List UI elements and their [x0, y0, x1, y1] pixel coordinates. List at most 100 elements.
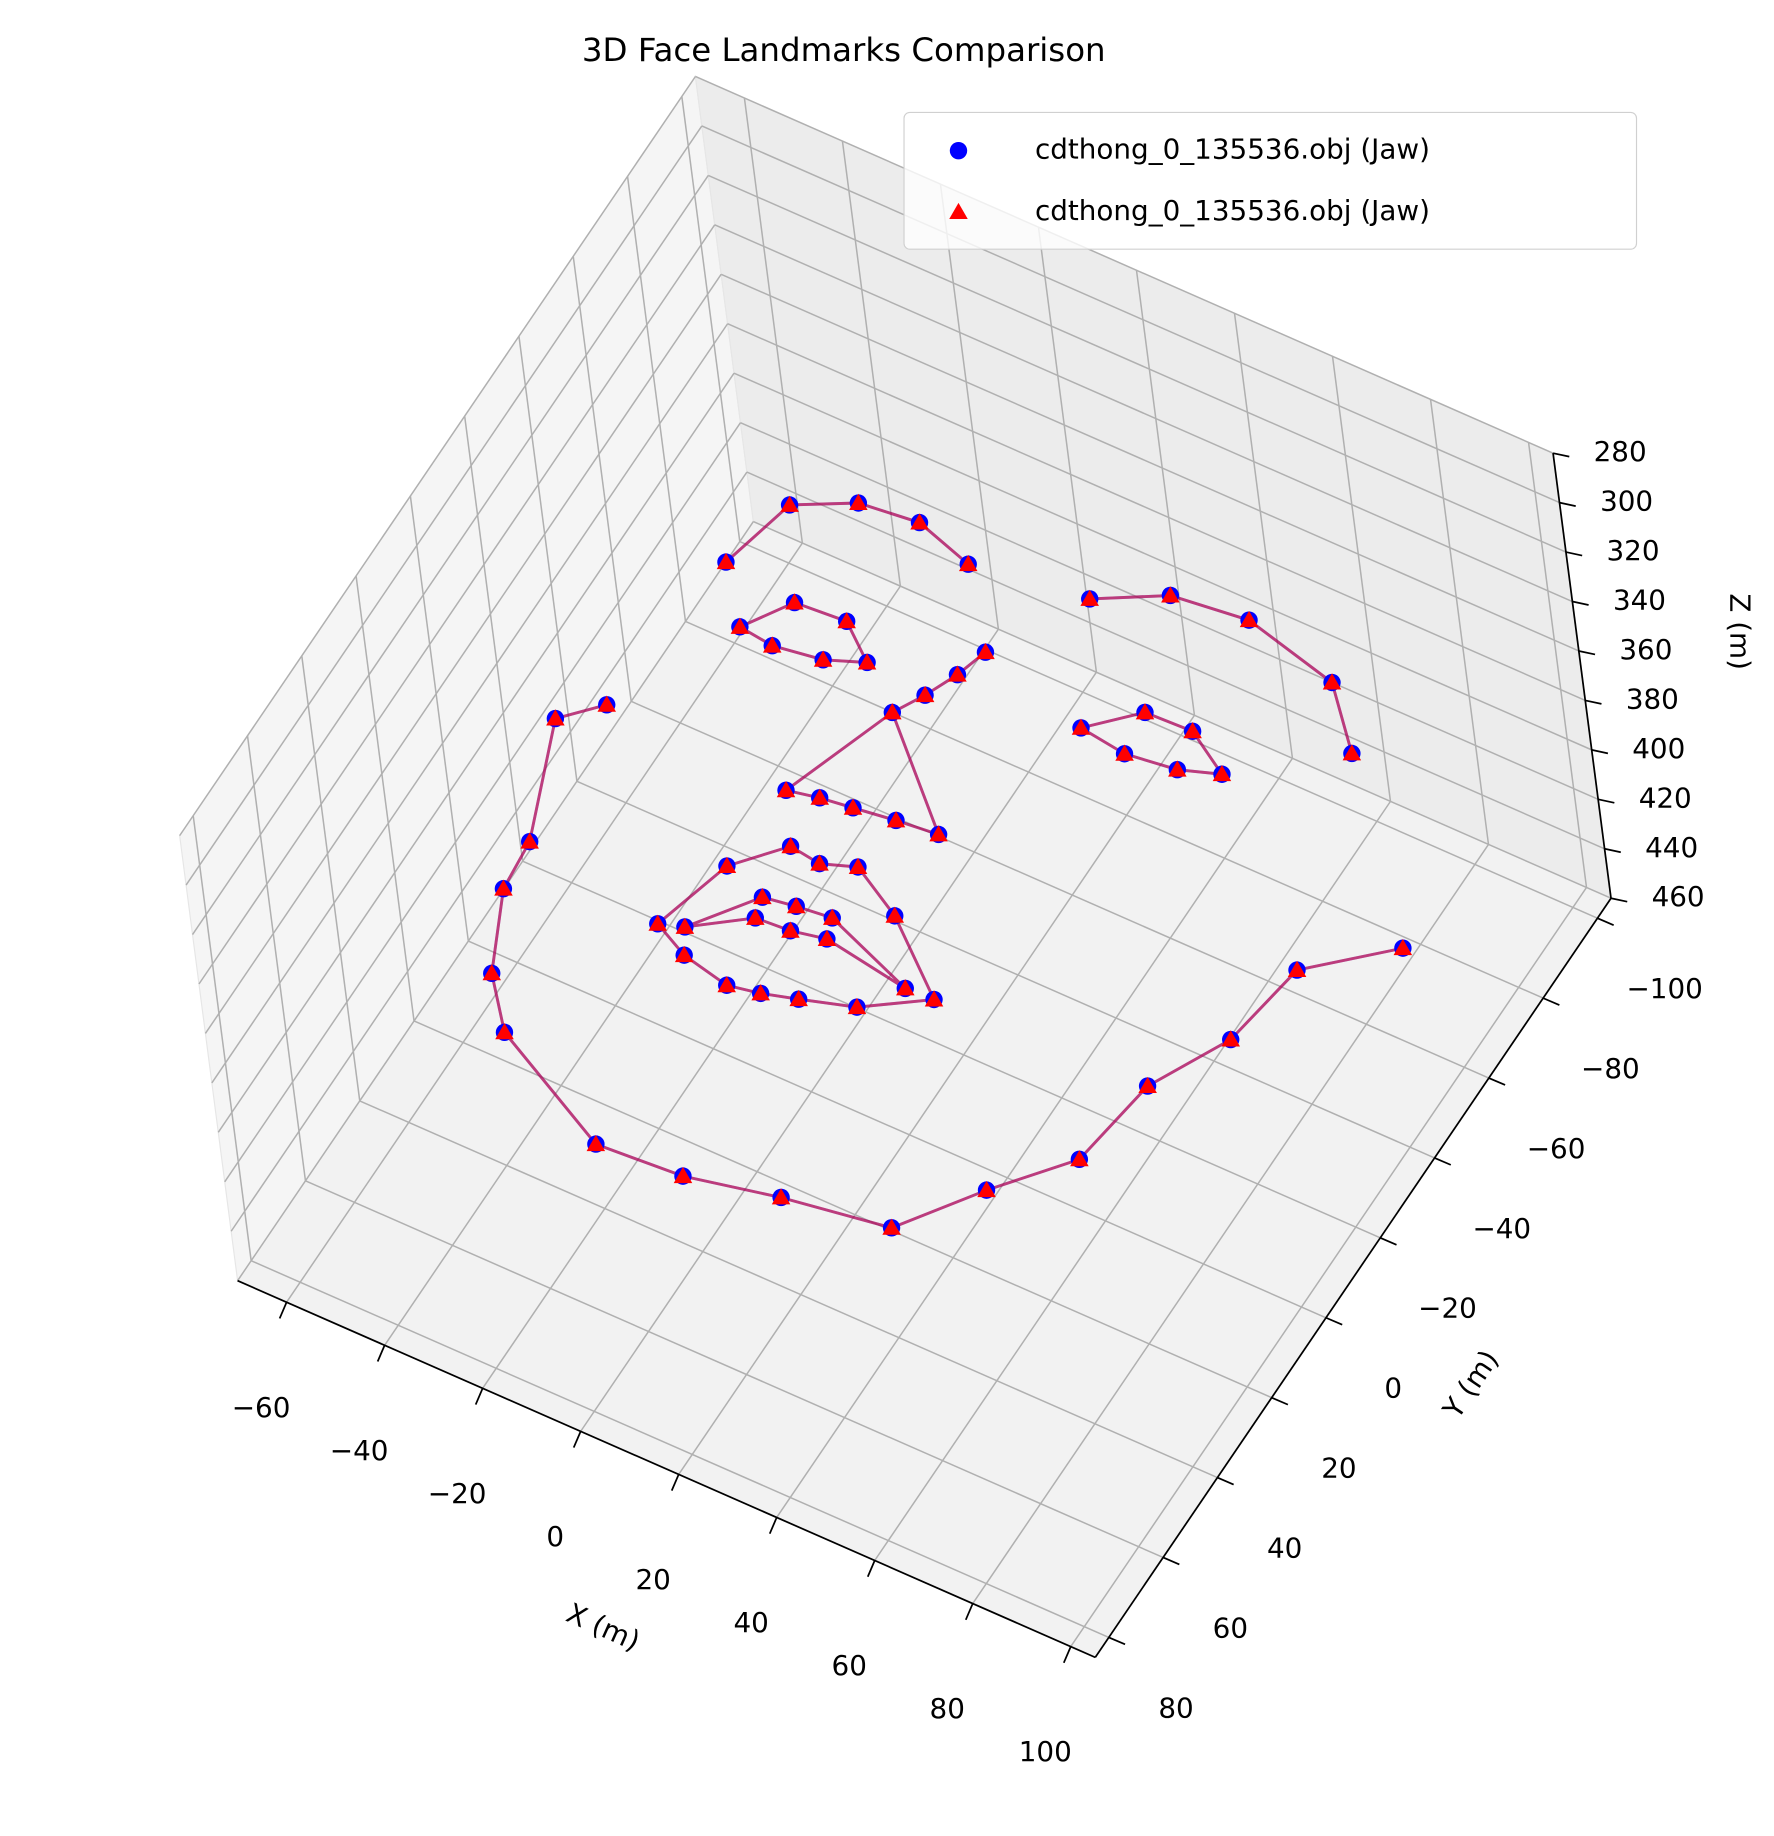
tick-mark [1108, 1636, 1126, 1646]
grid-line [681, 96, 741, 542]
grid-line [678, 714, 1196, 1475]
marker [751, 984, 770, 1001]
grid-line [630, 700, 1490, 1079]
connection-line [782, 651, 987, 837]
tick-mark [1488, 1077, 1506, 1086]
tick-label: −80 [1581, 1052, 1640, 1085]
legend: cdthong_0_135536.obj (Jaw) cdthong_0_1355… [903, 111, 1638, 250]
grid-line [572, 256, 632, 702]
y-axis-label: Y (m) [1436, 1344, 1506, 1425]
marker [762, 636, 782, 653]
tick-mark [1572, 600, 1589, 606]
tick-label: −20 [428, 1477, 487, 1510]
marker [674, 945, 694, 963]
grid-line [580, 671, 1098, 1432]
grid-line [359, 1100, 1218, 1479]
grid-line [701, 125, 1560, 504]
connection-line [490, 703, 1404, 1230]
tick-label: 20 [1321, 1452, 1356, 1485]
marker [896, 979, 915, 996]
marker [813, 650, 833, 667]
axis-line [237, 1279, 1096, 1659]
grid-line [355, 575, 415, 1022]
grid-line [191, 174, 709, 935]
grid-line [482, 628, 1000, 1389]
grid-line [776, 757, 1294, 1518]
marker [843, 798, 863, 815]
marker [929, 825, 948, 842]
marker [495, 1023, 514, 1040]
tick-mark [1542, 997, 1560, 1006]
marker [848, 857, 868, 875]
marker [776, 781, 796, 798]
tick-mark [1559, 501, 1576, 507]
grid-line [285, 542, 803, 1303]
grid-line [250, 1260, 1110, 1639]
tick-mark [670, 1474, 680, 1491]
marker [915, 685, 935, 703]
marker [746, 908, 765, 925]
tick-label: 40 [1267, 1531, 1302, 1564]
axis-line [1094, 897, 1612, 1658]
marker [716, 552, 736, 570]
tick-label: −100 [1626, 972, 1702, 1005]
marker [781, 921, 800, 938]
tick-mark [376, 1344, 386, 1362]
marker [837, 612, 856, 629]
tick-mark [1271, 1396, 1289, 1406]
grid-line [463, 416, 524, 862]
marker [780, 495, 799, 512]
marker [958, 554, 978, 572]
grid-line [626, 176, 687, 622]
tick-mark [1379, 1237, 1397, 1246]
grid-line [753, 520, 1612, 899]
tick-mark [1604, 847, 1621, 854]
tick-label: −20 [1418, 1292, 1477, 1325]
grid-line [236, 521, 754, 1282]
grid-line [1135, 270, 1196, 716]
legend-label: cdthong_0_135536.obj (Jaw) [1035, 194, 1430, 227]
marker [520, 832, 539, 849]
tick-label: 40 [734, 1606, 769, 1639]
marker [1342, 744, 1362, 761]
tick-mark [866, 1560, 876, 1578]
grid-line [185, 125, 703, 886]
grid-line [246, 735, 307, 1181]
tick-mark [572, 1431, 582, 1448]
tick-label: 20 [635, 1563, 670, 1596]
grid-line [727, 323, 1586, 702]
marker [717, 856, 737, 873]
grid-line [1331, 356, 1392, 802]
grid-line [740, 421, 1599, 801]
tick-mark [768, 1517, 778, 1535]
tick-mark [1434, 1157, 1452, 1166]
tick-label: 60 [832, 1649, 867, 1682]
tick-mark [1217, 1476, 1234, 1486]
marker [1070, 1150, 1089, 1167]
marker [817, 929, 837, 946]
tick-mark [278, 1301, 288, 1319]
marker [885, 906, 905, 923]
marker [546, 709, 565, 726]
marker [597, 695, 617, 712]
marker [924, 990, 944, 1007]
tick-label: 60 [1213, 1611, 1248, 1644]
tick-label: 0 [546, 1520, 564, 1553]
tick-mark [964, 1603, 974, 1621]
marker [910, 513, 929, 530]
grid-line [413, 1020, 1273, 1399]
legend-label: cdthong_0_135536.obj (Jaw) [1035, 133, 1430, 166]
x-axis-label: X (m) [562, 1596, 645, 1657]
grid-line [1527, 442, 1588, 888]
grid-line [743, 97, 804, 544]
legend-box [903, 111, 1638, 250]
marker [1168, 760, 1187, 777]
marker [823, 908, 842, 925]
grid-line [739, 540, 1598, 919]
grid-line [733, 372, 1592, 751]
marker [675, 917, 695, 934]
marker [494, 879, 513, 896]
tick-mark [1597, 798, 1615, 804]
tick-label: 360 [1619, 633, 1672, 666]
tick-mark [474, 1387, 484, 1405]
